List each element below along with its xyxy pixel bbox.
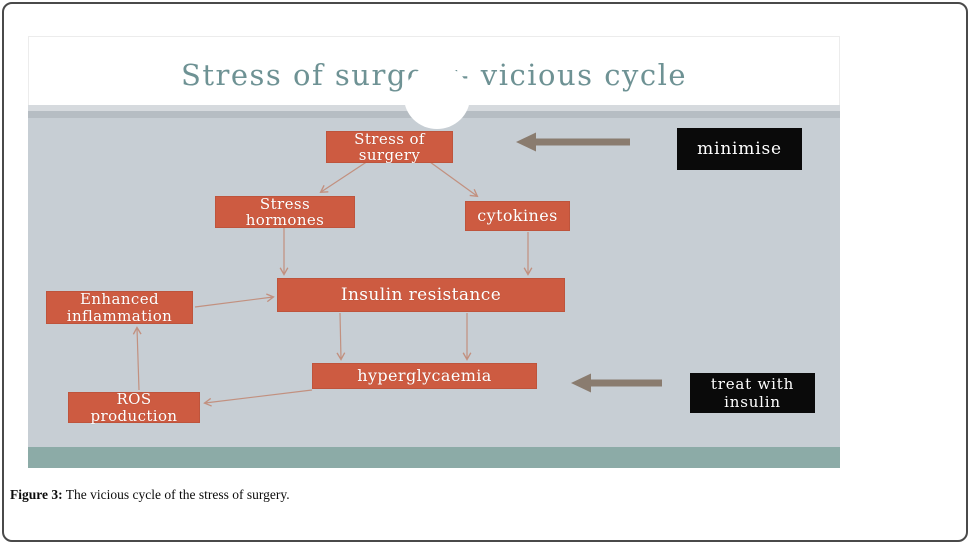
node-hyperglycaemia: hyperglycaemia: [312, 363, 537, 389]
action-treat-with-insulin: treat with insulin: [690, 373, 815, 413]
arrow-stress-to-hormones: [319, 160, 369, 194]
title-notch-circle: [404, 65, 470, 129]
big-arrow-treat-with-insulin: [571, 373, 662, 393]
arrow-ros-to-enhanced: [132, 326, 142, 391]
node-insulin-resistance: Insulin resistance: [277, 278, 565, 312]
big-arrow-minimise: [516, 132, 630, 152]
node-stress-hormones: Stress hormones: [215, 196, 355, 228]
figure-caption: Figure 3: The vicious cycle of the stres…: [10, 487, 290, 503]
slide: Stress of surgery- vicious cycle: [28, 36, 840, 468]
figure-caption-text: The vicious cycle of the stress of surge…: [62, 487, 290, 502]
node-enhanced-inflammation: Enhanced inflammation: [46, 291, 193, 324]
action-minimise: minimise: [677, 128, 802, 170]
arrow-hyper-to-ros: [203, 389, 313, 407]
arrow-enhanced-to-insulin: [194, 293, 275, 308]
connector-arrows: [132, 132, 662, 407]
figure-caption-label: Figure 3:: [10, 487, 63, 502]
arrow-insulin-to-hyper-left: [336, 312, 346, 361]
arrow-stress-to-cytokines: [429, 161, 479, 198]
node-cytokines: cytokines: [465, 201, 570, 231]
slide-footer-bar: [28, 447, 840, 468]
node-stress-of-surgery: Stress of surgery: [326, 131, 453, 163]
node-ros-production: ROS production: [68, 391, 200, 424]
